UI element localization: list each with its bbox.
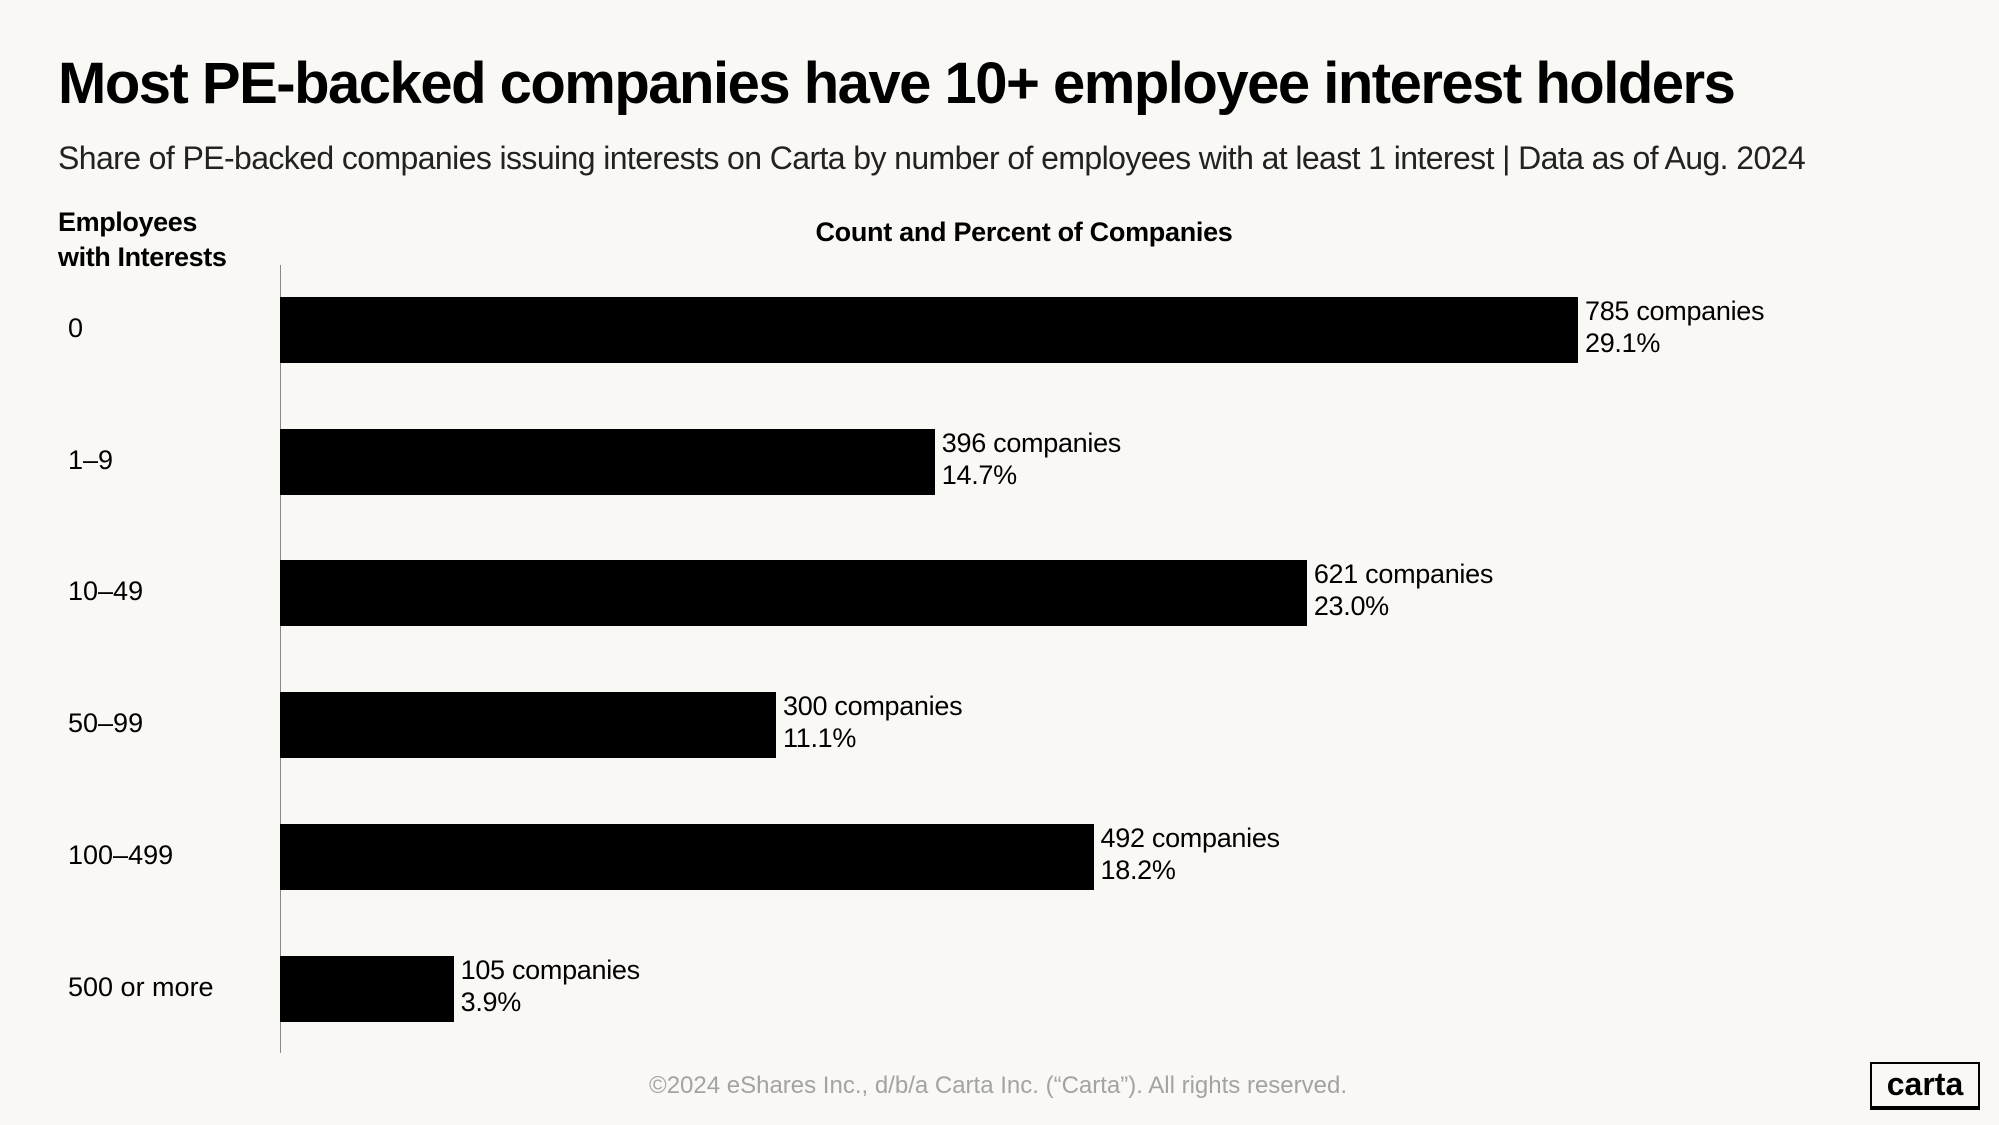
chart-title: Most PE-backed companies have 10+ employ… (58, 51, 1736, 116)
bar (280, 955, 454, 1022)
count-label: 785 companies (1585, 296, 1765, 326)
percent-label: 3.9% (460, 986, 522, 1017)
bar (280, 823, 1094, 890)
y-axis-line (280, 265, 281, 1053)
chart-subtitle: Share of PE-backed companies issuing int… (58, 140, 1806, 176)
percent-label: 18.2% (1100, 854, 1176, 885)
bar (280, 428, 935, 495)
copyright-footer: ©2024 eShares Inc., d/b/a Carta Inc. (“C… (649, 1072, 1347, 1099)
data-label: 300 companies 11.1% (783, 690, 963, 754)
data-label: 105 companies 3.9% (460, 954, 641, 1018)
category-label: 0 (68, 313, 84, 343)
bar (280, 560, 1307, 627)
count-label: 492 companies (1100, 822, 1281, 853)
data-label: 621 companies 23.0% (1313, 558, 1494, 622)
count-label: 300 companies (783, 691, 963, 722)
bar (280, 297, 1578, 363)
percent-label: 11.1% (783, 723, 857, 754)
data-label: 492 companies 18.2% (1100, 822, 1281, 886)
category-label: 100–499 (68, 839, 174, 870)
y-axis-label: Employees with Interests (58, 205, 227, 275)
count-label: 105 companies (460, 954, 641, 985)
x-axis-title: Count and Percent of Companies (815, 217, 1233, 247)
percent-label: 29.1% (1585, 328, 1661, 358)
y-axis-label-line: with Interests (58, 242, 227, 272)
percent-label: 23.0% (1313, 591, 1389, 622)
category-label: 500 or more (68, 971, 214, 1002)
y-axis-label-line: Employees (58, 207, 197, 237)
category-label: 10–49 (68, 576, 144, 607)
category-label: 50–99 (68, 708, 144, 739)
data-label: 396 companies 14.7% (941, 427, 1122, 491)
carta-logo: carta (1870, 1062, 1980, 1110)
count-label: 396 companies (941, 427, 1122, 458)
count-label: 621 companies (1313, 559, 1494, 590)
category-label: 1–9 (68, 444, 114, 475)
percent-label: 14.7% (941, 459, 1017, 490)
bar (280, 692, 777, 759)
data-label: 785 companies 29.1% (1585, 295, 1765, 359)
